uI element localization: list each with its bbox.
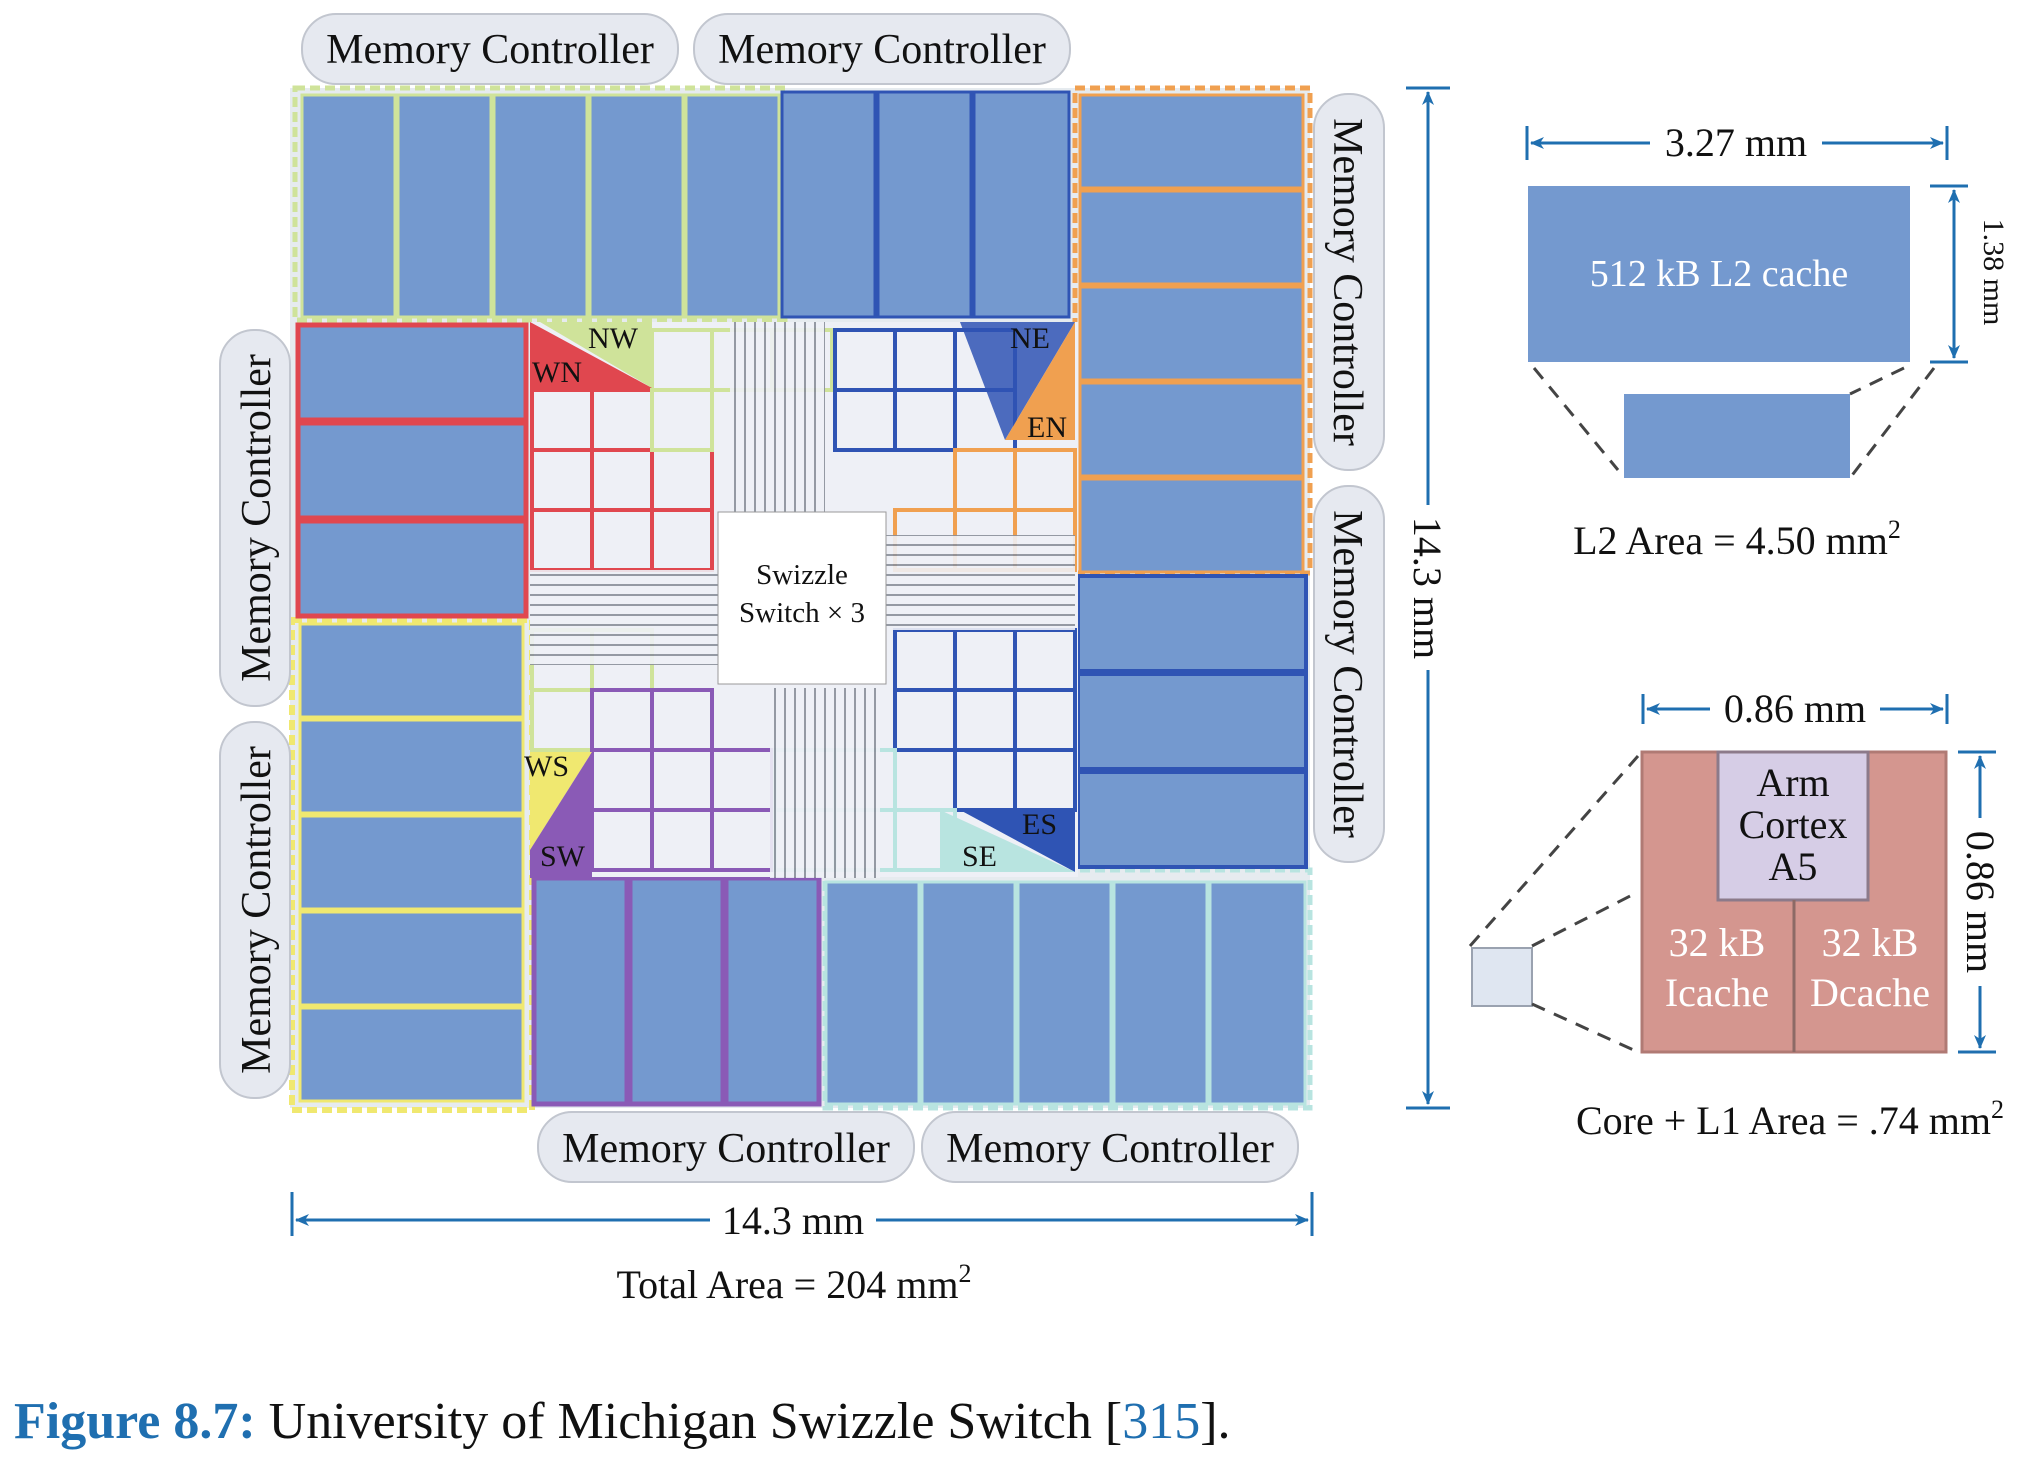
core-label-se: SE xyxy=(962,840,997,873)
l2-detail: 3.27 mm 512 kB L2 cache 1.38 mm L2 Area … xyxy=(1525,120,2010,563)
caption-reference[interactable]: 315 xyxy=(1122,1393,1201,1450)
core-label-sw: SW xyxy=(540,840,586,873)
l2-height-label: 1.38 mm xyxy=(1977,219,2010,326)
wire-bundle-west xyxy=(530,570,720,665)
dcache-label-1: 32 kB xyxy=(1822,920,1919,965)
triangle-es xyxy=(960,810,1075,872)
memory-controllers: Memory Controller Memory Controller Memo… xyxy=(219,13,1385,1183)
triangle-sw xyxy=(530,752,592,878)
bottom-cache-row xyxy=(531,875,1307,1107)
figure-label: Figure 8.7: xyxy=(14,1393,256,1450)
core-area-label: Core + L1 Area = .74 mm2 xyxy=(1576,1095,2004,1143)
core-width-label: 0.86 mm xyxy=(1724,686,1866,731)
core-label-ws: WS xyxy=(524,750,569,783)
icache-label-2: Icache xyxy=(1665,970,1769,1015)
right-cache-column xyxy=(1076,93,1308,869)
core-label-wn: WN xyxy=(532,356,582,389)
interconnect-region xyxy=(530,322,1078,878)
left-cache-column xyxy=(295,322,529,1103)
triangle-ne xyxy=(960,322,1075,440)
cpu-block xyxy=(1716,750,1870,902)
die: NW WN NE EN WS SW ES SE Swizzle Switch ×… xyxy=(289,85,1313,1113)
cpu-label-1: Arm xyxy=(1756,760,1829,805)
memory-controller-bottom-left: Memory Controller xyxy=(537,1111,915,1183)
core-label-ne: NE xyxy=(1010,322,1050,355)
memory-controller-bottom-right: Memory Controller xyxy=(921,1111,1299,1183)
core-label-en: EN xyxy=(1027,411,1067,444)
triangle-nw xyxy=(540,322,652,388)
svg-text:Memory Controller: Memory Controller xyxy=(946,1126,1274,1172)
l2-cache-block xyxy=(1528,186,1910,362)
die-width-label: 14.3 mm xyxy=(722,1198,864,1243)
top-cache-row xyxy=(300,90,1071,319)
wire-bundle-north xyxy=(730,322,825,512)
svg-text:Memory Controller: Memory Controller xyxy=(718,27,1046,73)
core-label-nw: NW xyxy=(588,322,639,355)
l2-cache-label: 512 kB L2 cache xyxy=(1590,253,1849,295)
svg-text:Memory Controller: Memory Controller xyxy=(1324,118,1370,446)
memory-controller-right-top: Memory Controller xyxy=(1313,93,1385,471)
memory-controller-left-bottom: Memory Controller xyxy=(219,721,291,1099)
swizzle-label-line1: Swizzle xyxy=(756,559,848,591)
wire-bundle-south xyxy=(770,688,880,878)
swizzle-switch-box xyxy=(717,511,887,685)
wire-bundle-east xyxy=(885,535,1075,630)
die-height-label: 14.3 mm xyxy=(1405,517,1450,659)
die-dimensions: 14.3 mm Total Area = 204 mm2 14.3 mm xyxy=(290,86,1450,1307)
l2-width-label: 3.27 mm xyxy=(1665,120,1807,165)
figure-caption: Figure 8.7: University of Michigan Swizz… xyxy=(14,1392,1231,1451)
swizzle-label-line2: Switch × 3 xyxy=(739,597,865,629)
l2-area-label: L2 Area = 4.50 mm2 xyxy=(1573,515,1901,563)
svg-text:Memory Controller: Memory Controller xyxy=(326,27,654,73)
core-small-tile xyxy=(1471,947,1533,1007)
cpu-label-2: Cortex xyxy=(1739,802,1848,847)
memory-controller-top-right: Memory Controller xyxy=(693,13,1071,85)
icache-label-1: 32 kB xyxy=(1669,920,1766,965)
triangle-wn xyxy=(530,322,652,388)
memory-controller-right-bottom: Memory Controller xyxy=(1313,485,1385,863)
dcache-label-2: Dcache xyxy=(1810,970,1930,1015)
triangle-en xyxy=(1005,322,1075,440)
core-detail: 0.86 mm 0.86 mm Arm Cortex A5 32 kB Icac… xyxy=(1468,686,2004,1143)
triangle-se xyxy=(940,810,1075,872)
core-height-label: 0.86 mm xyxy=(1958,831,2003,973)
svg-text:Memory Controller: Memory Controller xyxy=(234,746,280,1074)
svg-text:Memory Controller: Memory Controller xyxy=(234,354,280,682)
cpu-label-3: A5 xyxy=(1769,844,1818,889)
svg-text:Memory Controller: Memory Controller xyxy=(1324,510,1370,838)
die-area-label: Total Area = 204 mm2 xyxy=(617,1259,972,1307)
memory-controller-top-left: Memory Controller xyxy=(301,13,679,85)
memory-controller-left-top: Memory Controller xyxy=(219,329,291,707)
l2-small-block xyxy=(1624,394,1850,478)
caption-end: ]. xyxy=(1200,1393,1231,1450)
svg-text:Memory Controller: Memory Controller xyxy=(562,1126,890,1172)
caption-text: University of Michigan Swizzle Switch [ xyxy=(255,1393,1123,1450)
core-label-es: ES xyxy=(1022,808,1057,841)
